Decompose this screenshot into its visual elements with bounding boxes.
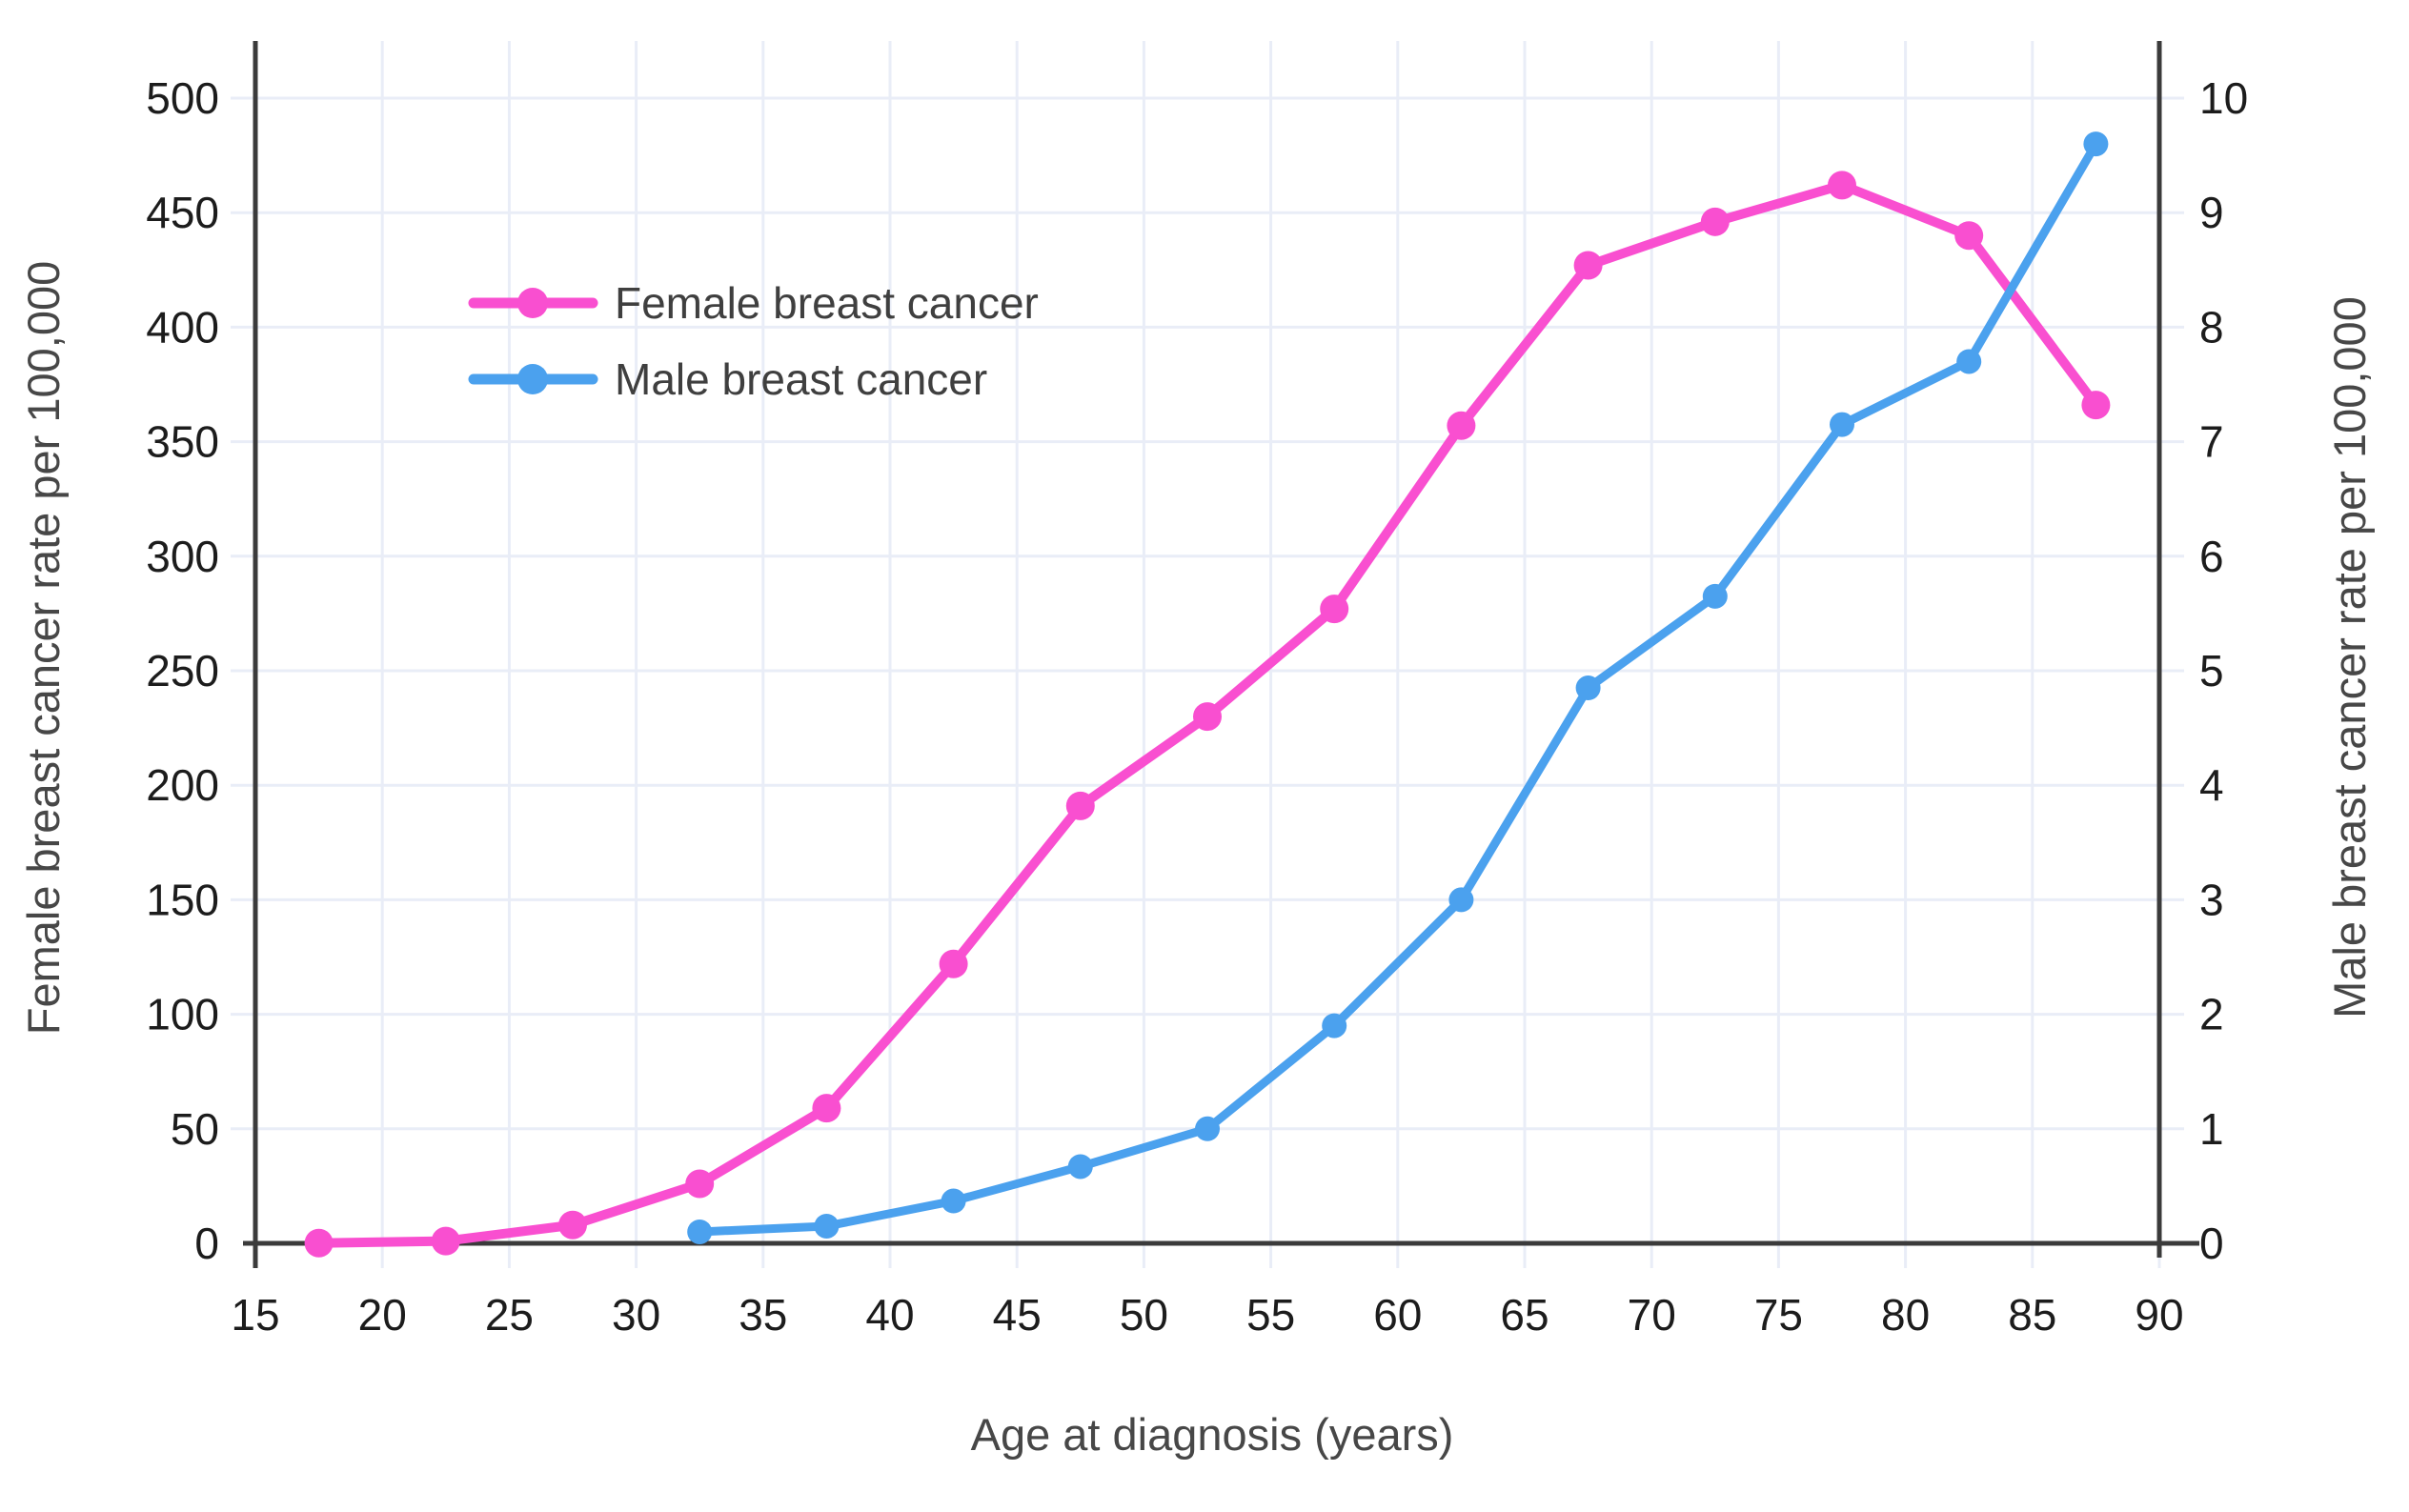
right-tick-label-10: 10	[2199, 73, 2248, 123]
x-tick-label-20: 20	[358, 1290, 407, 1340]
x-tick-label-30: 30	[612, 1290, 660, 1340]
data-point-female-47.5	[1065, 791, 1095, 820]
left-tick-label-250: 250	[146, 646, 219, 696]
left-tick-label-100: 100	[146, 990, 219, 1039]
legend-label-male: Male breast cancer	[615, 354, 987, 404]
left-tick-label-200: 200	[146, 760, 219, 810]
tick-label-layer: 0501001502002503003504004505000123456789…	[146, 73, 2248, 1340]
data-point-male-57.5	[1322, 1013, 1347, 1038]
right-tick-label-6: 6	[2199, 532, 2224, 581]
series-line-male	[695, 139, 2100, 1237]
left-tick-label-50: 50	[171, 1104, 219, 1154]
data-point-male-32.5	[687, 1219, 713, 1244]
legend-item-male: Male breast cancer	[468, 354, 987, 404]
x-tick-label-80: 80	[1881, 1290, 1930, 1340]
right-tick-label-8: 8	[2199, 302, 2224, 352]
x-tick-label-55: 55	[1246, 1290, 1295, 1340]
left-axis-title: Female breast cancer rate per 100,000	[18, 261, 69, 1036]
right-tick-label-7: 7	[2199, 417, 2224, 467]
data-point-female-82.5	[1954, 221, 1984, 251]
data-point-male-87.5	[2083, 131, 2109, 157]
legend-marker-male	[517, 364, 548, 394]
data-point-female-42.5	[939, 949, 968, 978]
legend-marker-female	[517, 288, 548, 318]
x-tick-label-25: 25	[485, 1290, 534, 1340]
right-axis-title: Male breast cancer rate per 100,000	[2324, 296, 2375, 1018]
data-point-male-82.5	[1956, 349, 1982, 374]
data-point-male-67.5	[1575, 675, 1601, 701]
x-tick-label-90: 90	[2135, 1290, 2183, 1340]
right-tick-label-9: 9	[2199, 188, 2224, 237]
right-tick-label-3: 3	[2199, 875, 2224, 924]
data-point-female-62.5	[1447, 411, 1476, 440]
data-point-female-72.5	[1700, 207, 1730, 236]
left-tick-label-500: 500	[146, 73, 219, 123]
grid-layer	[231, 41, 2184, 1268]
x-tick-label-45: 45	[993, 1290, 1042, 1340]
data-point-male-42.5	[941, 1188, 966, 1214]
x-tick-label-60: 60	[1373, 1290, 1422, 1340]
x-tick-label-40: 40	[865, 1290, 914, 1340]
data-point-female-37.5	[812, 1094, 841, 1123]
x-tick-label-50: 50	[1120, 1290, 1168, 1340]
data-point-male-47.5	[1067, 1154, 1093, 1179]
data-point-female-27.5	[558, 1210, 587, 1240]
right-tick-label-4: 4	[2199, 760, 2224, 810]
left-tick-label-400: 400	[146, 302, 219, 352]
data-point-female-32.5	[685, 1169, 715, 1199]
data-point-male-62.5	[1448, 887, 1474, 913]
legend-item-female: Female breast cancer	[468, 278, 1039, 328]
x-tick-label-75: 75	[1754, 1290, 1803, 1340]
left-tick-label-150: 150	[146, 875, 219, 924]
data-point-male-37.5	[814, 1213, 840, 1239]
data-point-female-22.5	[431, 1226, 460, 1256]
data-point-female-57.5	[1320, 595, 1349, 624]
left-tick-label-450: 450	[146, 188, 219, 237]
data-point-female-87.5	[2081, 391, 2111, 420]
legend: Female breast cancer Male breast cancer	[468, 278, 1039, 404]
data-point-female-52.5	[1193, 702, 1222, 732]
left-tick-label-300: 300	[146, 532, 219, 581]
data-point-female-77.5	[1828, 171, 1856, 200]
data-point-female-17.5	[304, 1228, 334, 1258]
left-tick-label-0: 0	[194, 1219, 219, 1268]
data-point-male-77.5	[1830, 412, 1854, 437]
right-tick-label-1: 1	[2199, 1104, 2224, 1154]
axis-layer	[243, 41, 2199, 1268]
right-tick-label-5: 5	[2199, 646, 2224, 696]
data-point-female-67.5	[1573, 251, 1603, 280]
x-tick-label-70: 70	[1628, 1290, 1676, 1340]
data-point-male-52.5	[1195, 1116, 1220, 1141]
left-tick-label-350: 350	[146, 417, 219, 467]
right-tick-label-0: 0	[2199, 1219, 2224, 1268]
series-layer	[304, 131, 2111, 1258]
x-axis-title: Age at diagnosis (years)	[971, 1409, 1454, 1460]
data-point-male-72.5	[1702, 583, 1728, 609]
legend-label-female: Female breast cancer	[615, 278, 1039, 328]
x-tick-label-15: 15	[231, 1290, 279, 1340]
x-tick-label-65: 65	[1500, 1290, 1549, 1340]
right-tick-label-2: 2	[2199, 990, 2224, 1039]
x-tick-label-85: 85	[2008, 1290, 2056, 1340]
x-tick-label-35: 35	[739, 1290, 787, 1340]
